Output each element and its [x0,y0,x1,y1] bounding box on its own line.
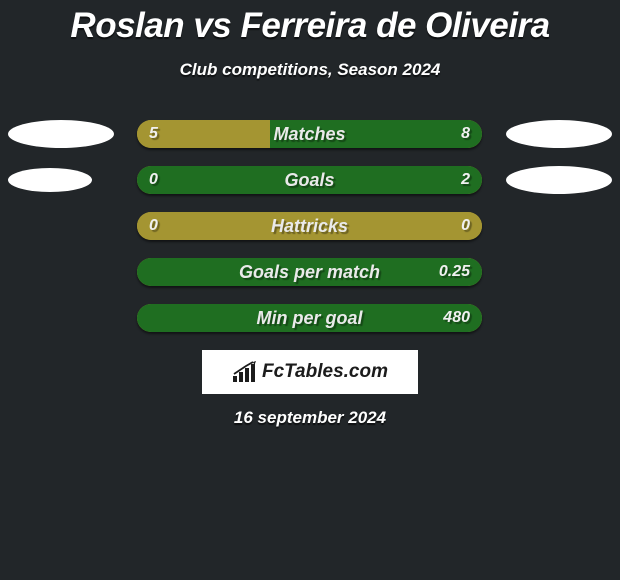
stat-value-right: 8 [461,120,470,148]
stat-row: 0.25Goals per match [0,258,620,286]
stat-bar-right-fill [137,304,482,332]
stat-bar-right-fill [270,120,482,148]
chart-icon [232,361,258,383]
stat-value-left: 0 [149,212,158,240]
stat-value-left: 0 [149,166,158,194]
player-right-ellipse [506,166,612,194]
stat-value-right: 480 [443,304,470,332]
stat-value-right: 0.25 [439,258,470,286]
date-text: 16 september 2024 [0,408,620,428]
player-left-ellipse [8,168,92,192]
stat-value-left: 5 [149,120,158,148]
stat-row: 58Matches [0,120,620,148]
stat-bar: 00Hattricks [137,212,482,240]
stat-row: 480Min per goal [0,304,620,332]
subtitle: Club competitions, Season 2024 [0,60,620,80]
stat-bar-right-fill [137,258,482,286]
player-left-ellipse [8,120,114,148]
stat-row: 00Hattricks [0,212,620,240]
brand-box: FcTables.com [202,350,418,394]
page-title: Roslan vs Ferreira de Oliveira [0,0,620,46]
stat-bar-right-fill [137,166,482,194]
player-right-ellipse [506,120,612,148]
stat-bar: 02Goals [137,166,482,194]
stat-value-right: 2 [461,166,470,194]
stat-row: 02Goals [0,166,620,194]
stat-bar: 0.25Goals per match [137,258,482,286]
brand-text: FcTables.com [262,361,388,383]
stat-bar: 58Matches [137,120,482,148]
stat-value-right: 0 [461,212,470,240]
stat-bar: 480Min per goal [137,304,482,332]
comparison-chart: 58Matches02Goals00Hattricks0.25Goals per… [0,120,620,332]
stat-bar-left-fill [137,212,482,240]
